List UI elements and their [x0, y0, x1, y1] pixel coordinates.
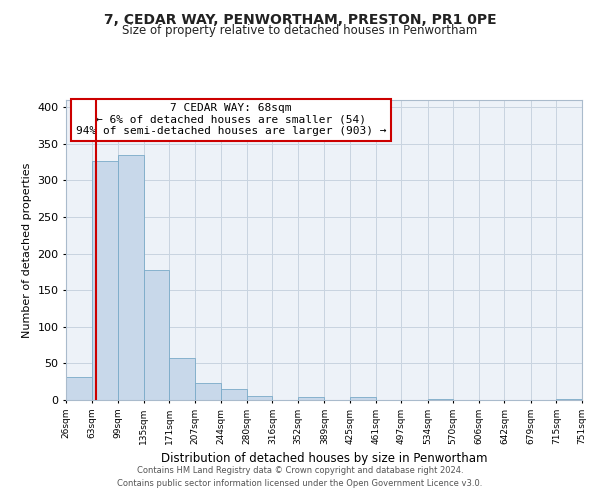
Bar: [247, 396, 272, 400]
Text: 7, CEDAR WAY, PENWORTHAM, PRESTON, PR1 0PE: 7, CEDAR WAY, PENWORTHAM, PRESTON, PR1 0…: [104, 12, 496, 26]
Bar: [195, 383, 221, 400]
Bar: [169, 358, 195, 400]
Y-axis label: Number of detached properties: Number of detached properties: [22, 162, 32, 338]
Bar: [118, 155, 143, 400]
Bar: [221, 389, 247, 400]
Bar: [66, 376, 92, 400]
Text: Size of property relative to detached houses in Penwortham: Size of property relative to detached ho…: [122, 24, 478, 37]
Bar: [92, 160, 118, 400]
X-axis label: Distribution of detached houses by size in Penwortham: Distribution of detached houses by size …: [161, 452, 487, 466]
Bar: [143, 270, 169, 400]
Bar: [350, 397, 376, 400]
Text: Contains HM Land Registry data © Crown copyright and database right 2024.
Contai: Contains HM Land Registry data © Crown c…: [118, 466, 482, 487]
Bar: [298, 397, 325, 400]
Text: 7 CEDAR WAY: 68sqm
← 6% of detached houses are smaller (54)
94% of semi-detached: 7 CEDAR WAY: 68sqm ← 6% of detached hous…: [76, 103, 386, 136]
